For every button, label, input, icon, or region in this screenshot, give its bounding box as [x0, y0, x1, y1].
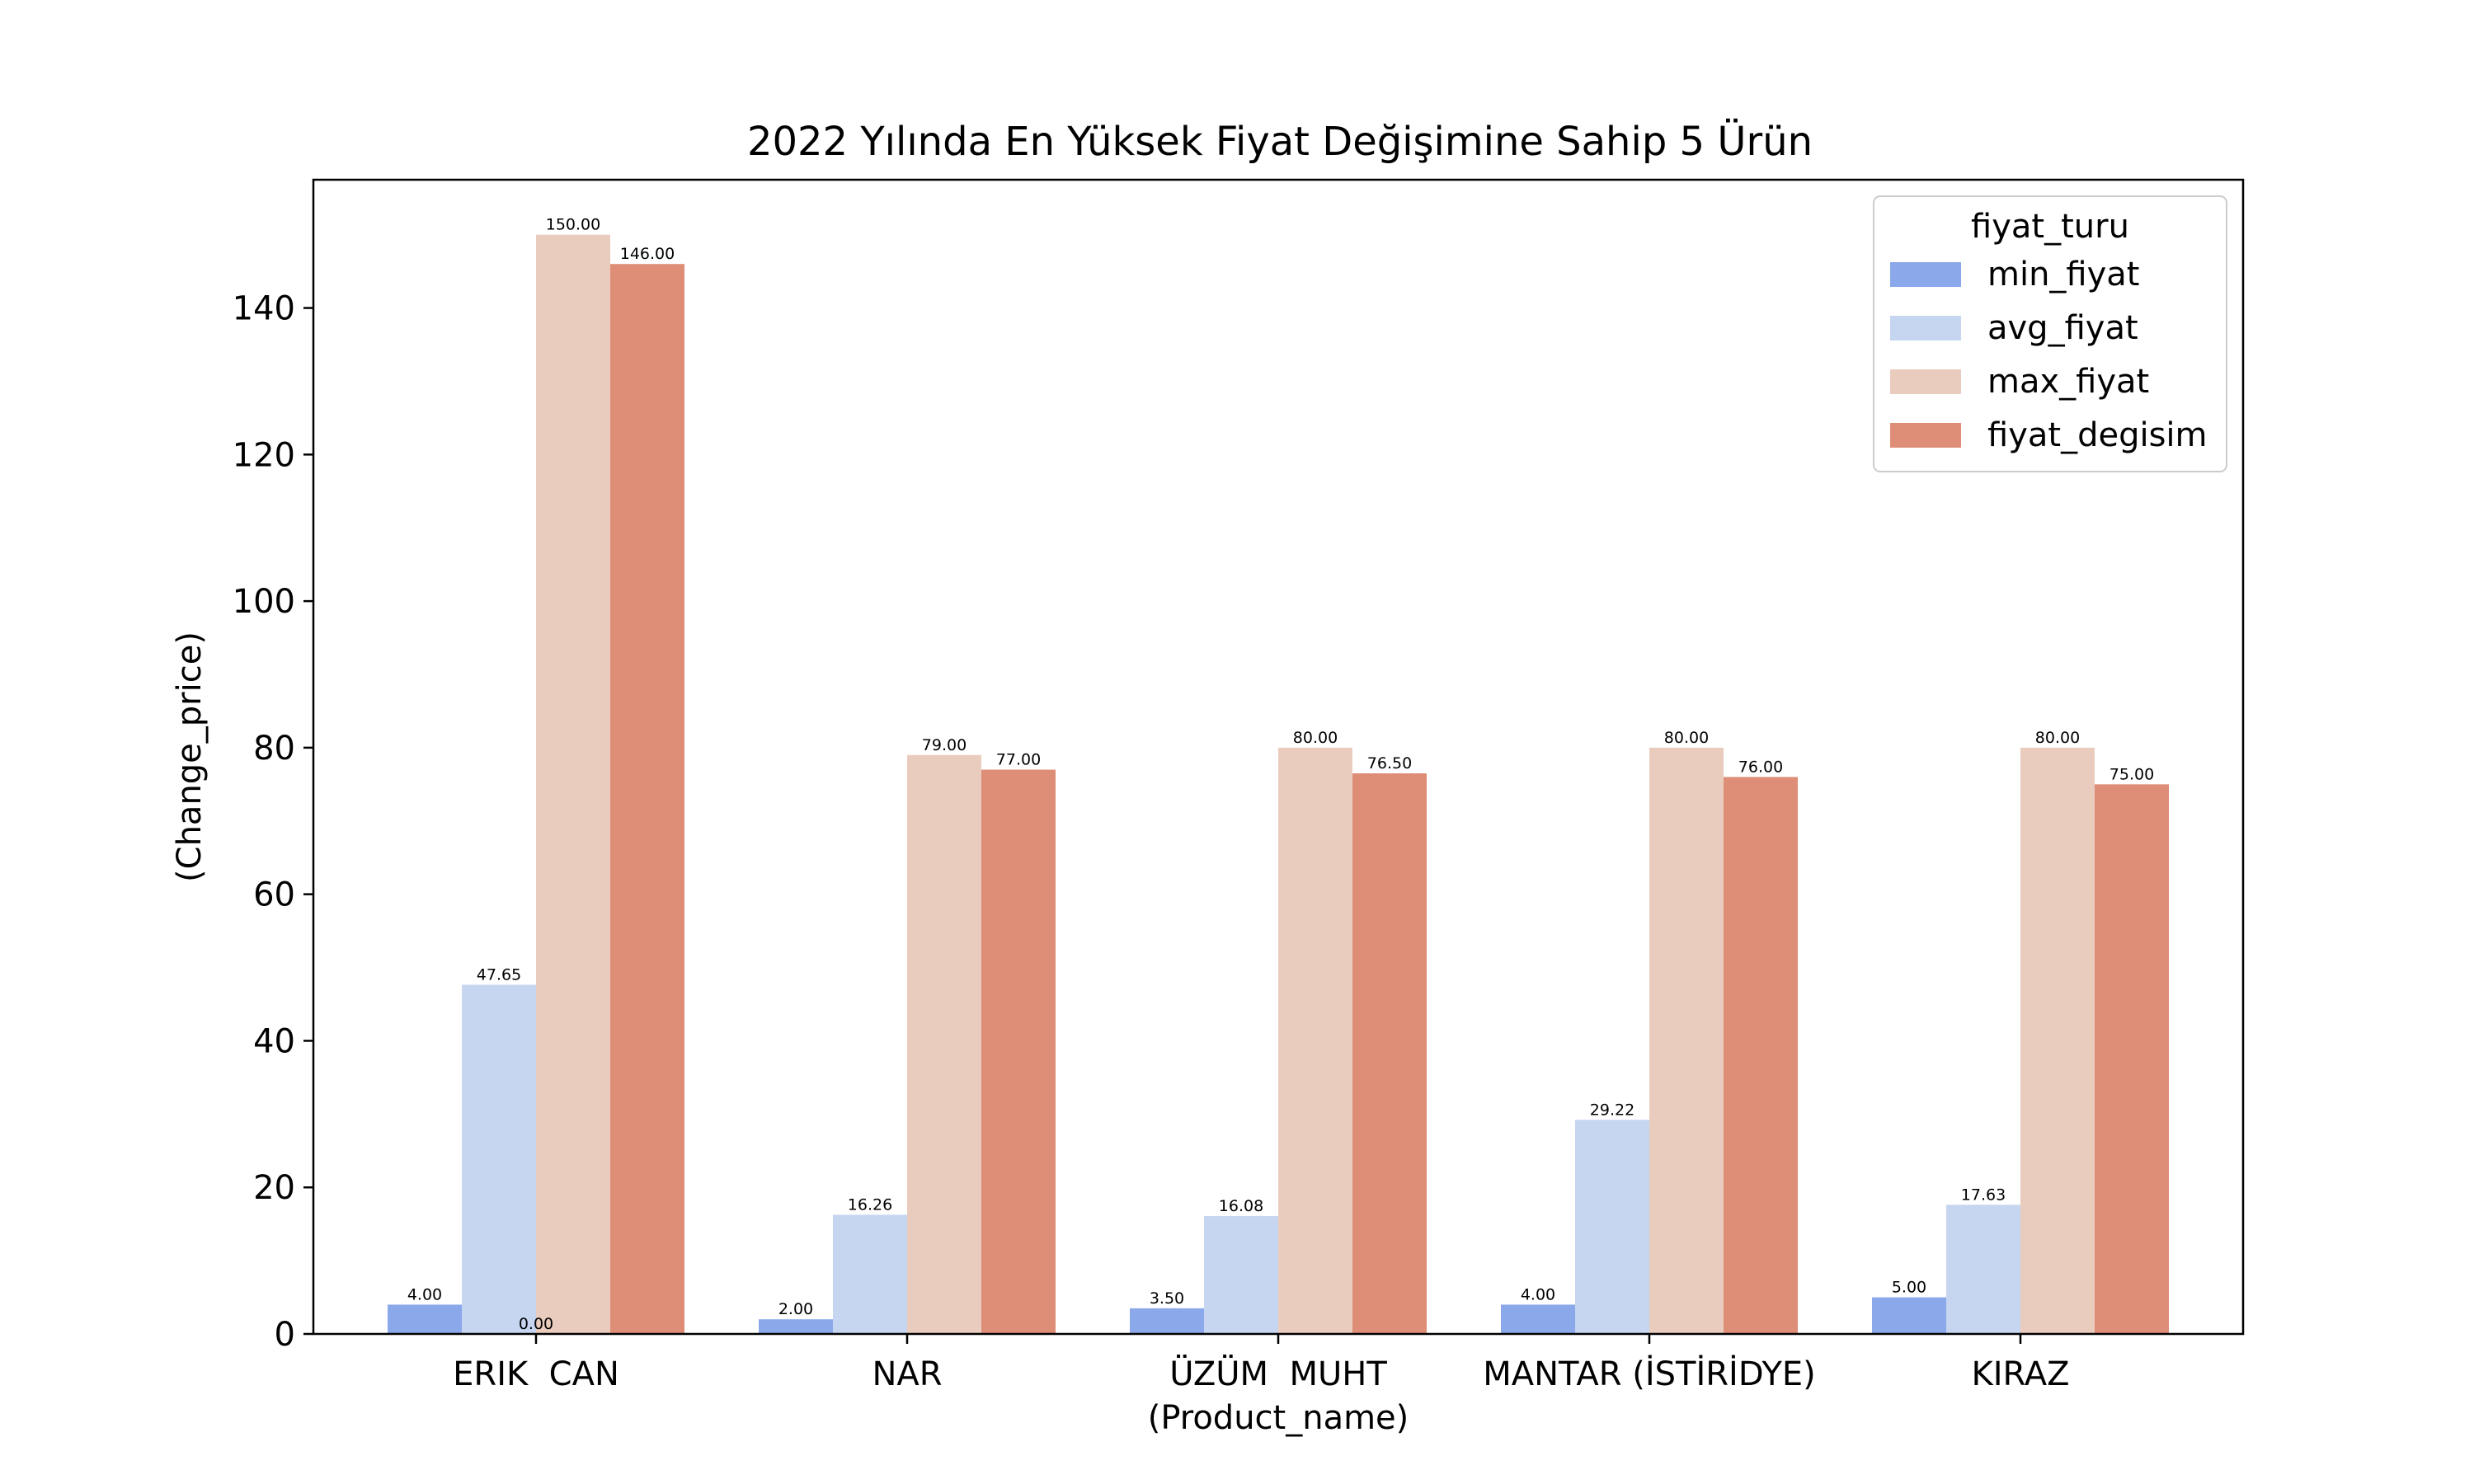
legend-swatch-max_fiyat	[1890, 369, 1961, 394]
data-label-min_fiyat-4: 5.00	[1892, 1279, 1926, 1297]
bars-group	[388, 234, 2169, 1335]
data-label-fiyat_degisim-2: 76.50	[1367, 754, 1412, 773]
data-label-avg_fiyat-1: 16.26	[848, 1195, 892, 1214]
data-label-avg_fiyat-0: 47.65	[477, 965, 521, 984]
bar-fiyat_degisim-4	[2095, 784, 2169, 1334]
legend-label-min_fiyat: min_fiyat	[1987, 256, 2140, 294]
bar-avg_fiyat-4	[1946, 1205, 2020, 1334]
data-label-min_fiyat-2: 3.50	[1150, 1289, 1184, 1308]
bar-min_fiyat-1	[759, 1319, 833, 1334]
y-axis-label: (Change_price)	[171, 632, 209, 882]
bar-max_fiyat-0	[536, 234, 610, 1335]
y-tick-label-1: 20	[253, 1169, 295, 1207]
y-tick-label-2: 40	[253, 1022, 295, 1060]
legend-label-fiyat_degisim: fiyat_degisim	[1987, 416, 2207, 454]
data-label-min_fiyat-1: 2.00	[778, 1300, 813, 1318]
legend-swatch-fiyat_degisim	[1890, 423, 1961, 448]
data-label-fiyat_degisim-0: 146.00	[620, 245, 675, 263]
bar-max_fiyat-1	[907, 754, 981, 1334]
bar-avg_fiyat-3	[1575, 1120, 1649, 1334]
bar-max_fiyat-4	[2020, 747, 2095, 1334]
legend-items: min_fiyat avg_fiyat max_fiyat fiyat_degisim	[1890, 256, 2207, 454]
y-tick-label-6: 120	[233, 436, 295, 474]
bar-fiyat_degisim-0	[610, 264, 684, 1335]
data-label-max_fiyat-2: 80.00	[1293, 729, 1338, 747]
bar-max_fiyat-3	[1649, 747, 1724, 1334]
x-tick-label-3: MANTAR (İSTİRİDYE)	[1483, 1354, 1816, 1393]
data-label-avg_fiyat-3: 29.22	[1590, 1101, 1634, 1119]
data-label-min_fiyat-3: 4.00	[1521, 1285, 1555, 1303]
x-axis: ERIK CAN NAR ÜZÜM MUHT MANTAR (İSTİRİDYE) KI…	[453, 1334, 2069, 1393]
y-tick-label-3: 60	[253, 876, 295, 914]
legend-title: fiyat_turu	[1971, 208, 2129, 246]
x-tick-label-4: KIRAZ	[1972, 1355, 2070, 1393]
x-tick-label-1: NAR	[872, 1355, 942, 1393]
data-label-max_fiyat-0: 150.00	[546, 216, 600, 234]
bar-min_fiyat-4	[1872, 1297, 1946, 1334]
y-tick-label-4: 80	[253, 730, 295, 768]
data-label-fiyat_degisim-3: 76.00	[1738, 758, 1783, 776]
legend-label-max_fiyat: max_fiyat	[1987, 363, 2149, 401]
x-axis-label: (Product_name)	[1148, 1399, 1409, 1437]
data-label-min_fiyat-0: 4.00	[407, 1285, 442, 1303]
x-tick-label-0: ERIK CAN	[453, 1355, 619, 1393]
y-tick-label-5: 100	[233, 583, 295, 621]
bar-fiyat_degisim-1	[981, 769, 1056, 1334]
bar-avg_fiyat-0	[462, 984, 536, 1334]
data-labels-group: 4.00 2.00 3.50 4.00 5.00 47.65 16.26 16.08 29.22…	[407, 216, 2154, 1333]
data-label-fiyat_degisim-1: 77.00	[996, 751, 1041, 769]
data-label-avg_fiyat-2: 16.08	[1219, 1197, 1263, 1215]
x-tick-label-2: ÜZÜM MUHT	[1169, 1354, 1387, 1393]
bar-fiyat_degisim-3	[1724, 777, 1798, 1334]
bar-avg_fiyat-1	[833, 1214, 907, 1334]
legend-swatch-min_fiyat	[1890, 262, 1961, 287]
bar-avg_fiyat-2	[1204, 1216, 1278, 1334]
data-label-fiyat_degisim-4: 75.00	[2109, 765, 2154, 783]
legend: fiyat_turu min_fiyat avg_fiyat max_fiyatfi…	[1873, 195, 2227, 472]
chart-title: 2022 Yılında En Yüksek Fiyat Değişimine …	[747, 119, 1813, 165]
legend-swatch-avg_fiyat	[1890, 316, 1961, 340]
legend-box	[1873, 195, 2227, 472]
y-tick-label-0: 0	[275, 1316, 295, 1354]
y-axis: 0 20 40 60 80 100 120 140	[233, 290, 313, 1354]
data-label-max_fiyat-1: 79.00	[922, 736, 967, 754]
y-tick-label-7: 140	[233, 290, 295, 328]
legend-label-avg_fiyat: avg_fiyat	[1987, 309, 2138, 347]
bar-fiyat_degisim-2	[1352, 773, 1427, 1334]
bar-min_fiyat-3	[1501, 1304, 1575, 1334]
data-label-max_fiyat-4: 80.00	[2035, 729, 2080, 747]
bar-max_fiyat-2	[1278, 747, 1352, 1334]
data-label-max_fiyat-3: 80.00	[1664, 729, 1709, 747]
bar-min_fiyat-0	[388, 1304, 462, 1334]
bar-min_fiyat-2	[1130, 1308, 1204, 1334]
data-label-avg_fiyat-4: 17.63	[1961, 1186, 2006, 1204]
extra-data-label-0: 0.00	[519, 1315, 553, 1333]
